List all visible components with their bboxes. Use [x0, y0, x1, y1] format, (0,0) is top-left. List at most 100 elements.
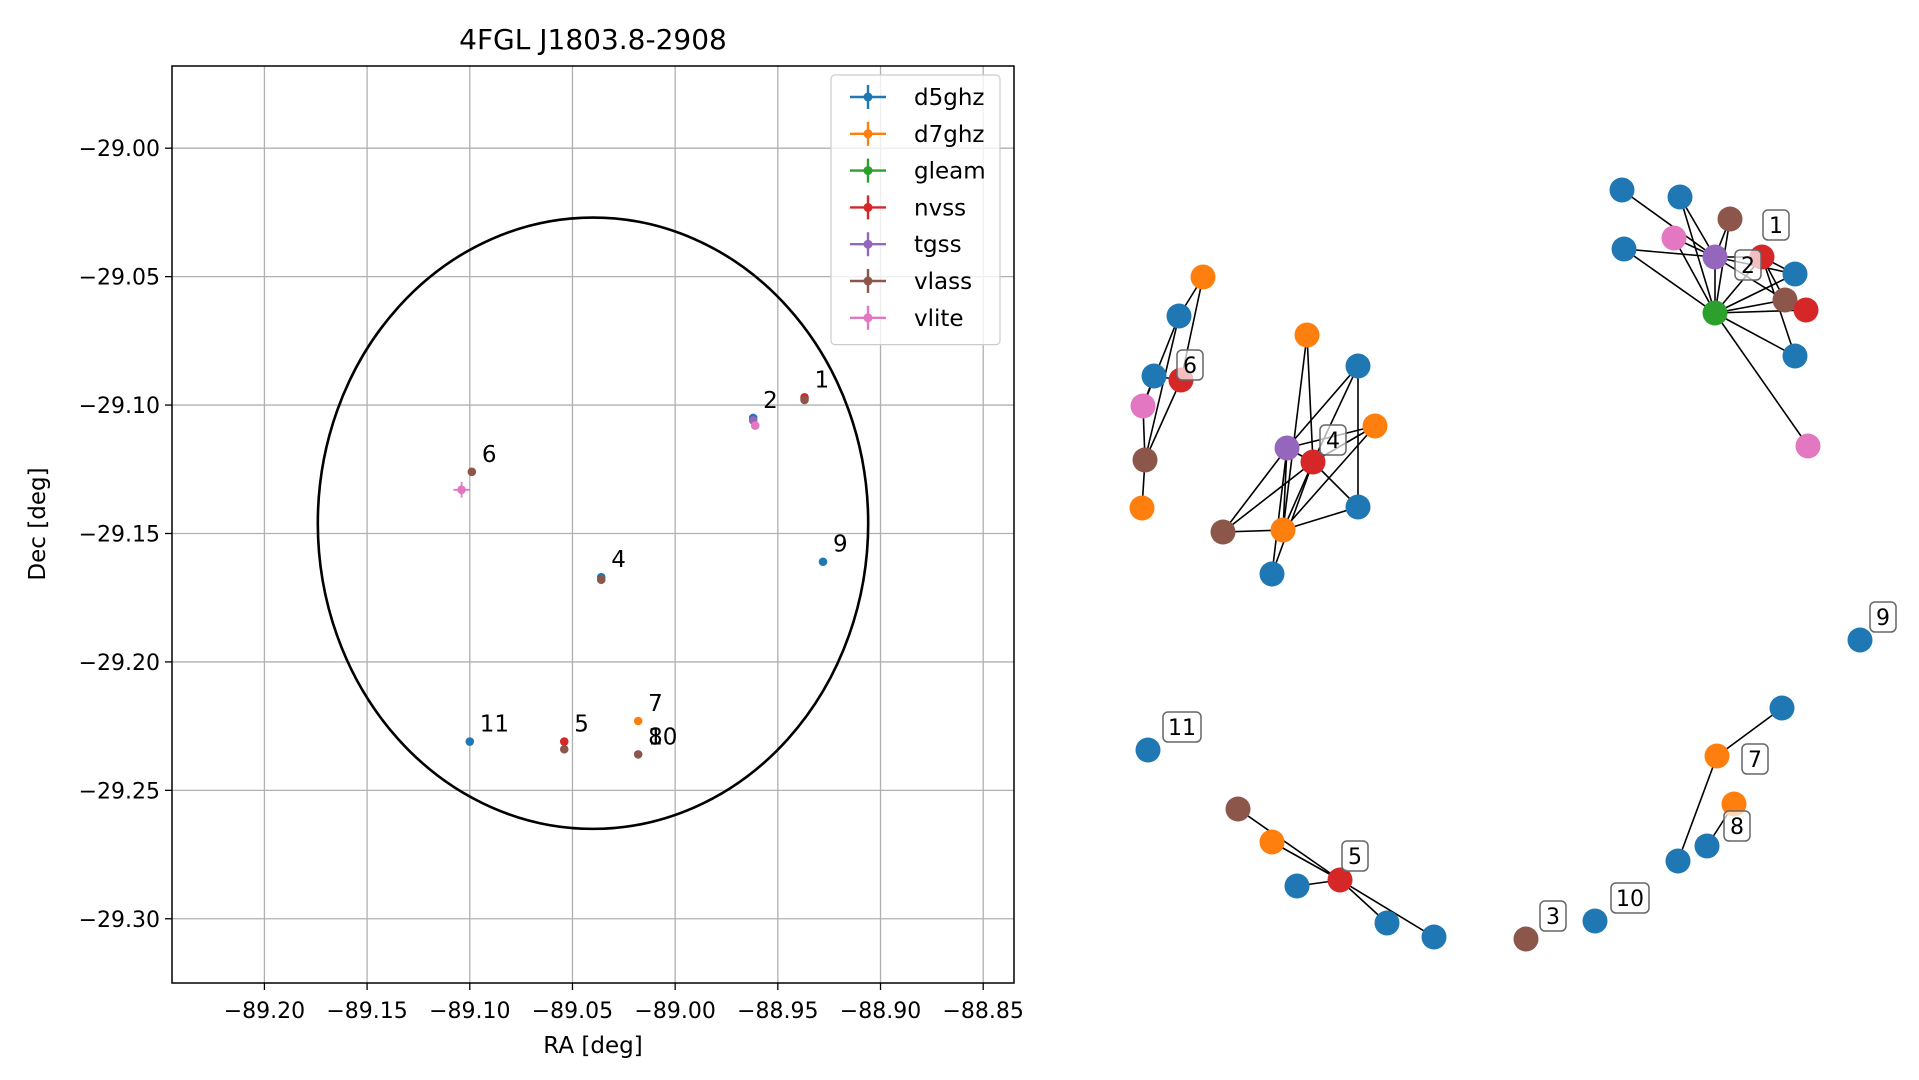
legend-marker-dot	[863, 313, 873, 323]
point-label: 2	[763, 388, 778, 414]
legend-label: vlite	[914, 306, 964, 332]
graph-edge	[1673, 237, 1716, 314]
d5ghz-node	[1259, 561, 1285, 587]
graph-label-box	[1319, 424, 1347, 456]
vlite-point	[750, 421, 760, 430]
graph-label: 6	[1183, 354, 1197, 379]
d7ghz-node	[1270, 517, 1296, 543]
d5ghz-node	[1374, 910, 1400, 936]
graph-label: 1	[1769, 214, 1783, 239]
legend: d5ghz d7ghz gleam nvss tgss vlass vlite	[830, 74, 1001, 346]
d5ghz-node	[1141, 363, 1167, 389]
d5ghz-node	[1667, 184, 1693, 210]
graph-edge	[1623, 248, 1716, 314]
x-tick-label: −88.95	[737, 999, 818, 1024]
x-tick-label: −89.15	[326, 999, 407, 1024]
legend-label: d5ghz	[914, 85, 984, 111]
x-tick-label: −89.05	[532, 999, 613, 1024]
x-tick-label: −88.90	[840, 999, 921, 1024]
d5ghz-node	[1345, 494, 1371, 520]
graph-edge	[1677, 755, 1718, 862]
d5ghz-point	[465, 737, 475, 746]
graph-edges	[1141, 189, 1809, 938]
graph-label: 10	[1616, 887, 1644, 912]
graph-edge	[1237, 808, 1341, 881]
error-circle	[316, 216, 870, 831]
legend-label: tgss	[914, 232, 962, 258]
y-tick-label: −29.30	[79, 908, 160, 933]
graph-label: 4	[1326, 429, 1340, 454]
plot-frame	[171, 65, 1015, 984]
network-graph: 12 6 4 9 11 7 8 5 10 3	[1129, 177, 1897, 952]
d5ghz-node	[1421, 924, 1447, 950]
graph-label: 3	[1546, 905, 1560, 930]
d7ghz-node	[1129, 495, 1155, 521]
graph-edge	[1714, 312, 1796, 357]
nvss-node	[1300, 449, 1326, 475]
graph-label-box	[1162, 711, 1202, 743]
graph-label: 7	[1748, 748, 1762, 773]
graph-edge	[1714, 312, 1809, 447]
graph-edge	[1271, 461, 1314, 575]
d7ghz-node	[1259, 829, 1285, 855]
point-label: 6	[482, 442, 497, 468]
y-tick-label: −29.00	[79, 137, 160, 162]
vlass-point	[633, 750, 643, 759]
graph-edge	[1621, 189, 1716, 258]
nvss-point	[559, 737, 569, 746]
x-axis-label: RA [deg]	[543, 1033, 642, 1059]
nvss-node	[1327, 867, 1353, 893]
x-ticks: −89.20 −89.15 −89.10 −89.05 −89.00 −88.95 −88.…	[224, 983, 1024, 1024]
point-label: 8	[648, 724, 663, 750]
graph-edge	[1144, 379, 1182, 461]
d7ghz-node	[1294, 322, 1320, 348]
point-label: 10	[648, 724, 677, 750]
point-label: 1	[815, 367, 830, 393]
d5ghz-point	[818, 557, 828, 567]
graph-label-box	[1741, 743, 1769, 775]
d5ghz-node	[1847, 627, 1873, 653]
d7ghz-node	[1190, 264, 1216, 290]
y-axis-label: Dec [deg]	[25, 467, 51, 580]
vlass-point	[467, 467, 477, 477]
d5ghz-node	[1611, 236, 1637, 262]
gleam-node	[1702, 300, 1728, 326]
graph-edge	[1286, 365, 1359, 449]
graph-edge	[1144, 315, 1180, 461]
graph-label-box	[1610, 882, 1650, 914]
graph-label-box	[1341, 840, 1369, 872]
d5ghz-node	[1135, 737, 1161, 763]
point-label: 11	[480, 712, 509, 738]
graph-label: 8	[1730, 815, 1744, 840]
point-annotations: 1 2 6 4 9 7 11 5 810	[480, 367, 848, 750]
vlite-point	[457, 485, 466, 495]
graph-edge	[1271, 841, 1341, 881]
graph-label: 11	[1168, 716, 1196, 741]
graph-label-box	[1723, 810, 1751, 842]
vlite-node	[1130, 393, 1156, 419]
legend-marker-dot	[863, 92, 873, 102]
d5ghz-node	[1284, 873, 1310, 899]
legend-marker-dot	[863, 276, 873, 286]
graph-edge	[1679, 196, 1716, 314]
vlass-point	[559, 744, 569, 754]
chart-title: 4FGL J1803.8-2908	[459, 23, 727, 56]
legend-marker-dot	[863, 202, 873, 212]
x-tick-label: −89.20	[224, 999, 305, 1024]
point-label: 4	[611, 547, 626, 573]
graph-edge	[1623, 248, 1716, 258]
graph-nodes	[1129, 177, 1873, 952]
legend-marker-dot	[863, 239, 873, 249]
vlite-node	[1661, 225, 1687, 251]
y-tick-label: −29.25	[79, 779, 160, 804]
d5ghz-node	[1166, 303, 1192, 329]
vlass-point	[596, 575, 606, 585]
graph-label-box	[1869, 601, 1897, 633]
legend-label: d7ghz	[914, 122, 984, 148]
d7ghz-node	[1362, 413, 1388, 439]
d7ghz-point	[633, 716, 643, 726]
x-tick-label: −89.00	[634, 999, 715, 1024]
vlass-node	[1513, 926, 1539, 952]
d5ghz-node	[1345, 353, 1371, 379]
